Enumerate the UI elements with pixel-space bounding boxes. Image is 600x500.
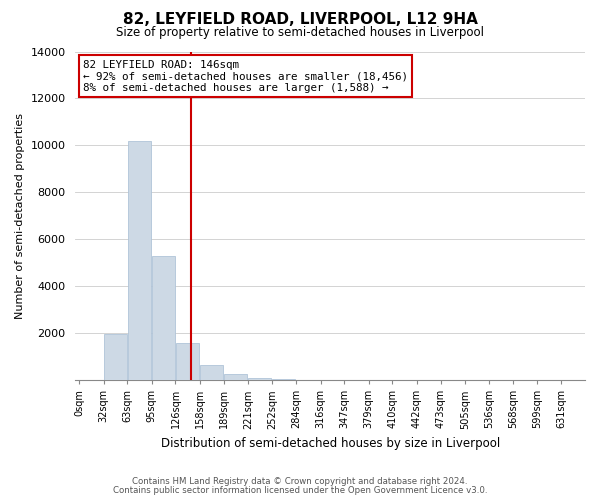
Text: Size of property relative to semi-detached houses in Liverpool: Size of property relative to semi-detach… [116,26,484,39]
Bar [200,365,223,380]
Text: 82 LEYFIELD ROAD: 146sqm
← 92% of semi-detached houses are smaller (18,456)
8% o: 82 LEYFIELD ROAD: 146sqm ← 92% of semi-d… [83,60,408,93]
Y-axis label: Number of semi-detached properties: Number of semi-detached properties [15,113,25,319]
Text: 82, LEYFIELD ROAD, LIVERPOOL, L12 9HA: 82, LEYFIELD ROAD, LIVERPOOL, L12 9HA [122,12,478,28]
Bar [176,342,199,380]
Bar [272,379,295,380]
Bar [104,334,127,380]
Bar [224,374,247,380]
Bar [152,256,175,380]
X-axis label: Distribution of semi-detached houses by size in Liverpool: Distribution of semi-detached houses by … [161,437,500,450]
Text: Contains HM Land Registry data © Crown copyright and database right 2024.: Contains HM Land Registry data © Crown c… [132,477,468,486]
Bar [128,140,151,380]
Bar [248,378,271,380]
Text: Contains public sector information licensed under the Open Government Licence v3: Contains public sector information licen… [113,486,487,495]
